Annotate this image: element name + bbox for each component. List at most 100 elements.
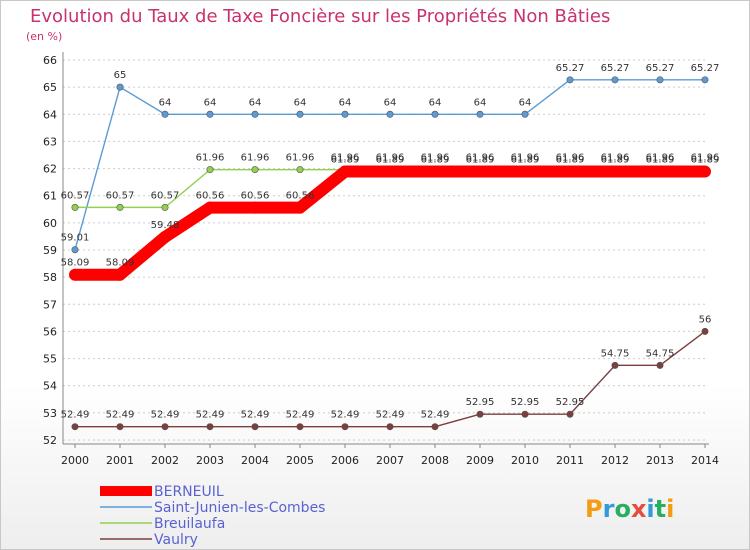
data-label: 60.57 [151,190,180,201]
data-label: 61.89 [601,155,630,166]
x-tick-label: 2009 [466,454,494,467]
data-label: 61.96 [376,153,405,164]
data-point [476,110,484,118]
y-tick-label: 62 [43,163,57,176]
data-point [296,423,304,431]
y-tick-label: 57 [43,298,57,311]
data-label: 52.49 [331,410,360,421]
data-label: 52.95 [466,397,495,408]
data-point [701,327,709,335]
logo-letter: i [666,495,674,523]
x-tick-label: 2006 [331,454,359,467]
data-label: 59.01 [61,233,90,244]
x-tick-label: 2010 [511,454,539,467]
data-point [386,423,394,431]
data-label: 64 [339,97,352,108]
data-label: 64 [474,97,487,108]
data-label: 61.96 [421,153,450,164]
data-label: 61.96 [691,153,720,164]
data-label: 64 [249,97,262,108]
x-tick-label: 2008 [421,454,449,467]
data-point [116,83,124,91]
data-point [339,165,351,178]
data-label: 65.27 [556,63,585,74]
data-point [519,165,531,178]
data-point [161,203,169,211]
data-label: 64 [429,97,442,108]
data-point [609,165,621,178]
data-labels: 58.09 58.09 59.48 60.56 60.56 60.56 61.89 61.89… [61,63,720,421]
data-label: 54.75 [601,348,630,359]
logo-letter: t [655,495,666,523]
logo-letter: P [585,495,603,523]
data-label: 61.89 [376,155,405,166]
data-point [566,410,574,418]
data-label: 58.09 [61,258,90,269]
data-point [114,268,126,281]
x-tick-label: 2011 [556,454,584,467]
data-point [204,201,216,214]
y-tick-label: 58 [43,271,57,284]
data-point [161,423,169,431]
data-label: 61.89 [331,155,360,166]
legend-label: Breuilaufa [154,516,225,532]
data-label: 64 [159,97,172,108]
proxiti-logo: Proxiti [585,495,674,523]
data-label: 59.48 [151,220,180,231]
data-point [116,423,124,431]
y-tick-label: 55 [43,353,57,366]
data-label: 61.89 [556,155,585,166]
data-point [521,110,529,118]
data-label: 52.49 [241,410,270,421]
y-tick-label: 59 [43,244,57,257]
logo-letter: o [614,495,631,523]
legend-label: Vaulry [154,532,198,548]
data-label: 56 [699,314,712,325]
data-label: 61.96 [466,153,495,164]
data-label: 64 [204,97,217,108]
data-label: 60.56 [196,191,225,202]
y-tick-label: 52 [43,434,57,447]
data-point [611,361,619,369]
data-label: 65.27 [691,63,720,74]
data-point [206,423,214,431]
data-label: 52.49 [61,410,90,421]
data-label: 65 [114,70,127,81]
data-point [69,268,81,281]
legend-label: BERNEUIL [154,484,224,500]
data-point [341,423,349,431]
data-label: 61.96 [241,153,270,164]
data-label: 61.96 [646,153,675,164]
x-tick-label: 2014 [691,454,719,467]
data-point [206,166,214,174]
data-point [699,165,711,178]
data-point [206,110,214,118]
y-axis-label: (en %) [26,30,62,43]
data-point [476,410,484,418]
y-tick-label: 54 [43,380,57,393]
data-label: 58.09 [106,258,135,269]
y-tick-label: 53 [43,407,57,420]
data-point [251,423,259,431]
y-tick-label: 66 [43,54,57,67]
data-point [296,110,304,118]
data-label: 52.49 [376,410,405,421]
data-label: 61.89 [466,155,495,166]
data-label: 52.49 [106,410,135,421]
x-tick-label: 2003 [196,454,224,467]
data-point [564,165,576,178]
data-label: 54.75 [646,348,675,359]
data-label: 65.27 [601,63,630,74]
x-tick-label: 2007 [376,454,404,467]
grid-lines [63,59,705,441]
data-label: 61.89 [511,155,540,166]
data-label: 64 [384,97,397,108]
data-point [566,76,574,84]
data-point [521,410,529,418]
y-tick-label: 61 [43,190,57,203]
data-point [251,110,259,118]
data-label: 52.49 [196,410,225,421]
axes: 52 53 54 55 56 57 58 59 60 61 62 63 64 65 66 2000 2001 20… [43,52,719,467]
series-lines [69,76,711,431]
data-label: 65.27 [646,63,675,74]
